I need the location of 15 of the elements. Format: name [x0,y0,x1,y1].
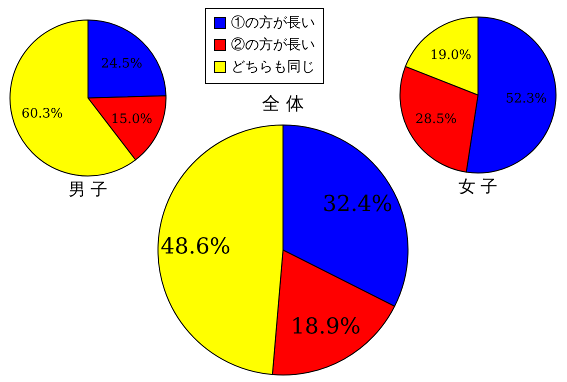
data-label: 28.5% [415,112,457,128]
data-label: 18.9% [290,314,361,340]
data-label: 19.0% [430,48,472,64]
legend-label: どちらも同じ [231,59,315,75]
data-label: 48.6% [160,234,231,260]
text: 男 子 [68,180,108,200]
legend-label: ①の方が長い [231,15,315,31]
data-label: 60.3% [22,106,63,122]
data-label: 32.4% [322,192,392,218]
legend-label: ②の方が長い [231,37,315,53]
data-label: 24.5% [101,56,142,72]
text: 全 体 [262,94,304,114]
text: 女 子 [458,177,498,197]
data-label: 52.3% [506,92,547,107]
data-label: 15.0% [111,112,152,127]
